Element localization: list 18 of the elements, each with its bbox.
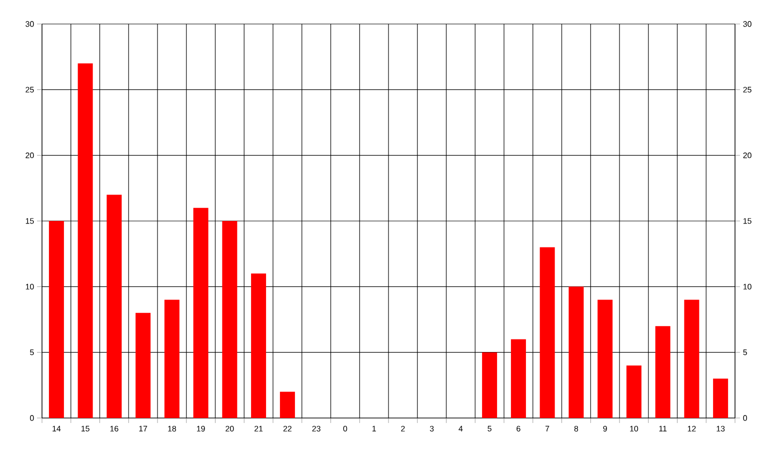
bar [78, 63, 93, 418]
bar [106, 194, 122, 418]
bar [655, 326, 670, 418]
bar [482, 352, 498, 418]
bar [193, 208, 208, 418]
bar [626, 365, 642, 418]
bar [540, 247, 555, 418]
bar [713, 378, 728, 418]
bar [136, 312, 151, 418]
bar [48, 220, 64, 418]
bar [251, 274, 266, 418]
bar [164, 300, 180, 418]
bar [222, 220, 238, 418]
bar [510, 339, 526, 418]
bar [280, 392, 295, 418]
bar [568, 286, 584, 418]
bar [684, 300, 700, 418]
bar [598, 300, 613, 418]
